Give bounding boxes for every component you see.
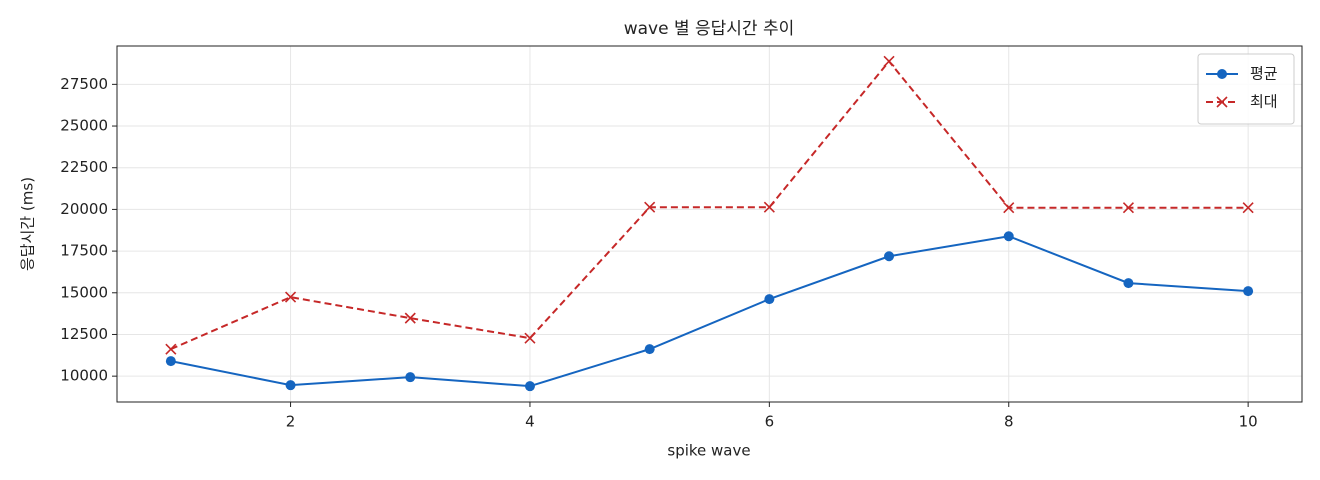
marker xyxy=(644,344,655,355)
y-tick-label: 17500 xyxy=(60,242,108,260)
x-tick-label: 4 xyxy=(525,413,535,431)
marker xyxy=(404,312,416,324)
marker xyxy=(285,380,296,391)
marker xyxy=(1003,231,1014,242)
x-tick-label: 10 xyxy=(1239,413,1258,431)
y-tick-label: 20000 xyxy=(60,200,108,218)
marker xyxy=(1123,278,1134,289)
marker xyxy=(284,291,297,303)
marker xyxy=(1122,202,1135,214)
y-tick-label: 27500 xyxy=(60,75,108,93)
marker xyxy=(165,356,176,367)
legend-label: 최대 xyxy=(1250,93,1278,111)
marker xyxy=(764,294,775,305)
y-tick-label: 25000 xyxy=(60,117,108,135)
x-tick-label: 8 xyxy=(1004,413,1014,431)
marker xyxy=(1003,202,1015,214)
legend-label: 평균 xyxy=(1250,65,1278,83)
x-axis-label: spike wave xyxy=(667,442,750,460)
marker xyxy=(1243,286,1254,297)
marker xyxy=(644,201,656,213)
marker xyxy=(524,381,535,392)
chart-title: wave 별 응답시간 추이 xyxy=(624,19,795,39)
marker xyxy=(883,55,895,67)
y-tick-label: 15000 xyxy=(60,283,108,301)
marker xyxy=(165,343,177,355)
x-tick-label: 6 xyxy=(765,413,775,431)
series-line xyxy=(170,59,1249,351)
legend-box xyxy=(1197,53,1295,125)
legend-marker xyxy=(1217,69,1227,79)
y-tick-label: 12500 xyxy=(60,325,108,343)
legend-marker xyxy=(1216,96,1228,108)
y-tick-label: 22500 xyxy=(60,158,108,176)
marker xyxy=(1242,202,1254,214)
marker xyxy=(884,251,895,262)
series-line xyxy=(170,235,1249,388)
y-axis-label: 응답시간 (ms) xyxy=(19,177,37,271)
marker xyxy=(524,332,536,344)
x-tick-label: 2 xyxy=(286,413,296,431)
y-tick-label: 10000 xyxy=(60,367,108,385)
plot-frame xyxy=(116,45,1303,403)
marker xyxy=(763,201,775,213)
marker xyxy=(405,372,416,383)
